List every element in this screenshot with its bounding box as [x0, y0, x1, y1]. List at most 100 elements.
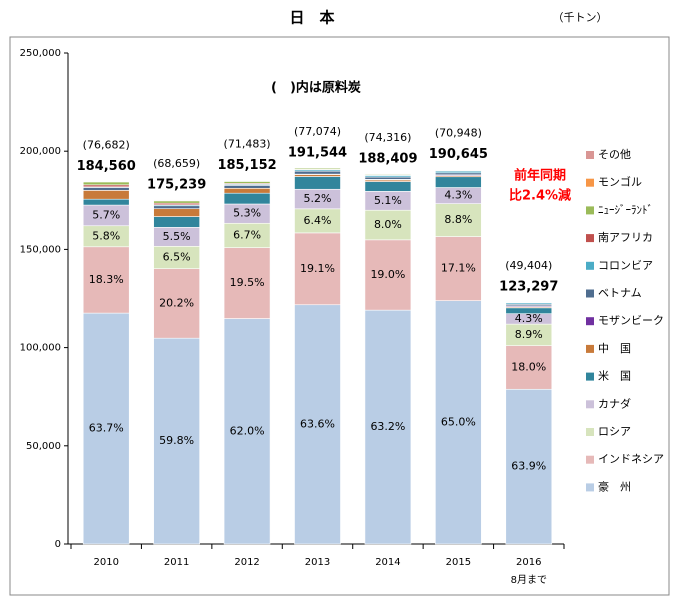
share-label: 63.6%	[300, 417, 335, 430]
bar-segment	[505, 388, 553, 545]
y-tick-label: 150,000	[20, 244, 61, 255]
legend-swatch	[586, 289, 594, 298]
share-label: 4.3%	[444, 189, 472, 202]
note: ( )内は原料炭	[271, 80, 361, 96]
share-label: 19.5%	[230, 276, 265, 289]
legend-label: インドネシア	[598, 453, 664, 466]
bar-segment	[294, 232, 341, 306]
legend-swatch	[586, 483, 594, 492]
annotation: 前年同期	[514, 168, 566, 184]
legend-label: 豪 州	[598, 479, 631, 493]
bar-segment	[153, 205, 200, 210]
legend-swatch	[586, 455, 594, 464]
bar-segment	[153, 337, 200, 545]
legend-swatch	[586, 317, 594, 326]
share-label: 8.9%	[515, 328, 543, 341]
bar-segment	[223, 222, 271, 248]
coking-label: (70,948)	[435, 127, 482, 140]
share-label: 5.2%	[304, 192, 332, 205]
bar-segment	[153, 216, 200, 228]
total-label: 184,560	[77, 159, 136, 174]
total-label: 185,152	[217, 158, 276, 173]
share-label: 19.1%	[300, 262, 335, 275]
bar-segment	[82, 190, 130, 200]
x-tick-label: 2013	[305, 557, 330, 568]
total-label: 123,297	[499, 279, 558, 294]
coking-label: (71,483)	[224, 137, 271, 150]
share-label: 5.3%	[233, 207, 261, 220]
share-label: 59.8%	[159, 434, 194, 447]
bar-segment	[435, 300, 482, 545]
share-label: 63.2%	[370, 420, 405, 433]
legend-label: ベトナム	[598, 287, 642, 300]
legend-swatch	[586, 234, 594, 243]
share-label: 5.8%	[92, 229, 120, 242]
legend-swatch	[586, 206, 594, 215]
bar-segment	[505, 307, 553, 315]
coking-label: (68,659)	[153, 157, 200, 170]
total-label: 191,544	[288, 145, 347, 160]
bar-segment	[364, 181, 412, 192]
chart-frame	[9, 36, 670, 596]
bar-segment	[294, 304, 341, 545]
share-label: 5.5%	[163, 230, 191, 243]
bar-segment	[223, 247, 271, 319]
bar-segment	[223, 187, 271, 194]
legend-label: ﾆｭｰｼﾞｰﾗﾝﾄﾞ	[598, 203, 653, 216]
bar-segment	[223, 192, 271, 205]
bar-segment	[153, 199, 200, 201]
legend-swatch	[586, 372, 594, 381]
share-label: 20.2%	[159, 296, 194, 309]
bar-segment	[364, 176, 412, 180]
legend-swatch	[586, 151, 594, 159]
bar-segment	[364, 239, 412, 311]
bar-segment	[294, 176, 341, 190]
legend-swatch	[586, 178, 594, 187]
legend-label: コロンビア	[598, 259, 653, 272]
share-label: 19.0%	[370, 268, 405, 281]
legend-swatch	[586, 261, 594, 270]
y-tick-label: 200,000	[20, 146, 61, 157]
share-label: 17.1%	[441, 262, 476, 275]
y-tick-label: 50,000	[26, 441, 61, 452]
share-label: 6.5%	[163, 250, 191, 263]
x-tick-label: 2014	[375, 557, 400, 568]
bar-segment	[435, 176, 482, 188]
legend-label: その他	[598, 148, 631, 161]
bar-segment	[153, 208, 200, 217]
coking-label: (49,404)	[505, 259, 552, 272]
share-label: 63.7%	[89, 422, 124, 435]
share-label: 5.1%	[374, 194, 402, 207]
bar-segment	[153, 268, 200, 339]
chart-title: 日 本	[289, 9, 334, 27]
total-label: 175,239	[147, 177, 206, 192]
x-tick-note: 8月まで	[511, 574, 547, 586]
x-tick-label: 2010	[93, 557, 118, 568]
unit-label: （千トン）	[553, 11, 608, 24]
bar-segment	[82, 312, 130, 545]
share-label: 65.0%	[441, 415, 476, 428]
y-tick-label: 250,000	[20, 48, 61, 59]
bar-segment	[82, 198, 130, 206]
share-label: 6.4%	[304, 214, 332, 227]
bar-segment	[153, 200, 200, 204]
bar-segment	[294, 208, 341, 234]
legend-swatch	[586, 400, 594, 409]
x-tick-label: 2012	[234, 557, 259, 568]
coking-label: (77,074)	[294, 125, 341, 138]
bar-segment	[82, 187, 130, 191]
share-label: 8.8%	[444, 213, 472, 226]
coking-label: (74,316)	[364, 131, 411, 144]
legend-label: ロシア	[598, 425, 631, 438]
bar-segment	[505, 345, 553, 390]
bar-segment	[294, 170, 341, 175]
annotation: 比2.4%減	[509, 188, 571, 204]
legend-label: カナダ	[598, 396, 631, 410]
x-tick-label: 2015	[446, 557, 471, 568]
bar-segment	[364, 209, 412, 241]
share-label: 6.7%	[233, 228, 261, 241]
legend-label: モンゴル	[598, 175, 642, 189]
legend-label: 南アフリカ	[598, 231, 653, 244]
legend-swatch	[586, 428, 594, 436]
